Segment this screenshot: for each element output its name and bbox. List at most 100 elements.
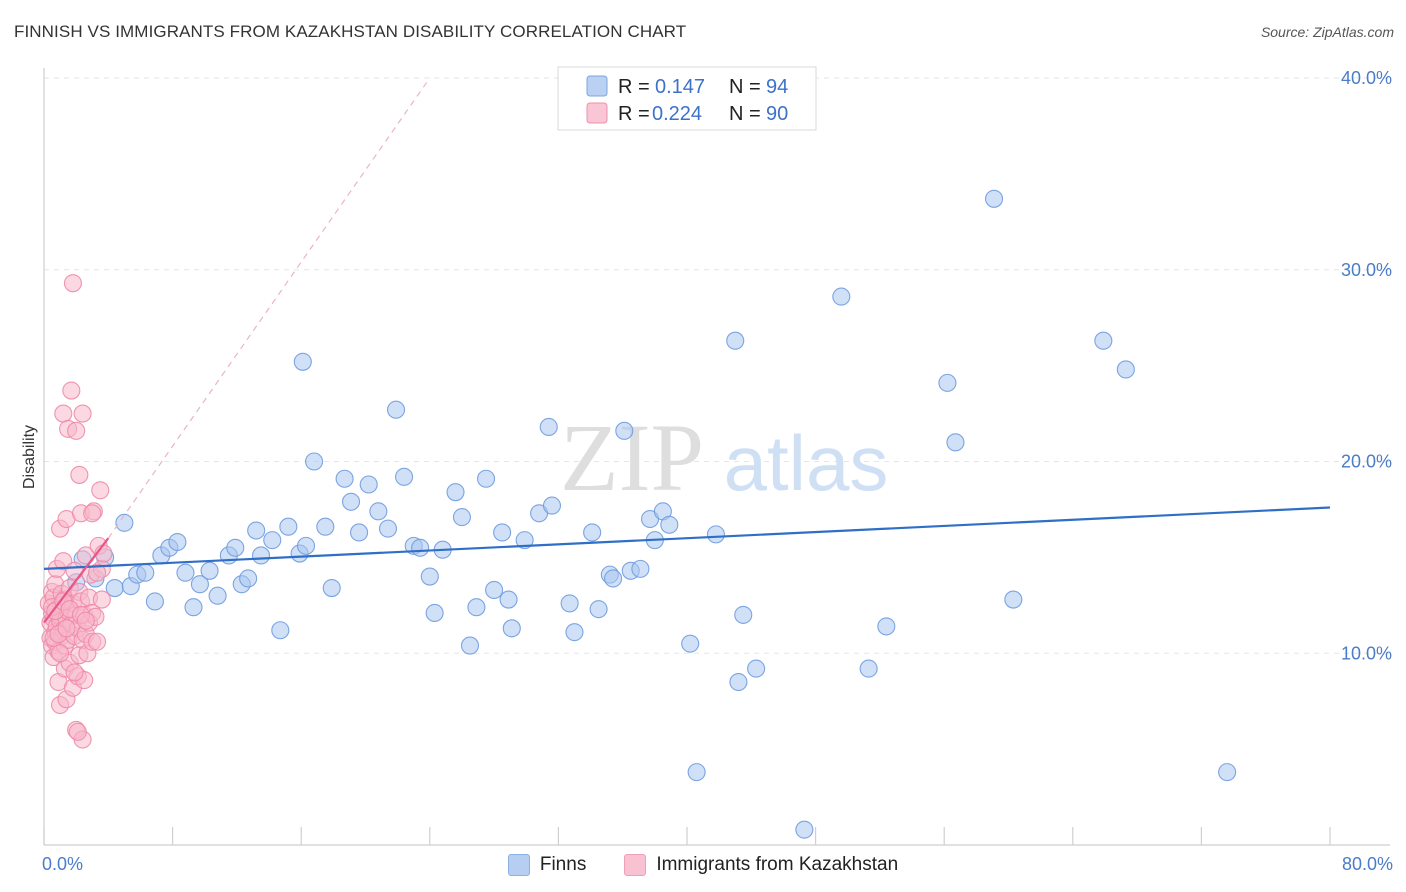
kazakhstan-point — [70, 465, 89, 484]
tick-labels: 10.0% 20.0% 30.0% 40.0% 0.0% 80.0% — [42, 68, 1393, 874]
source-label: Source: ZipAtlas.com — [1260, 24, 1394, 40]
finns-point — [515, 531, 534, 550]
finns-point — [604, 569, 623, 588]
series-legend: Finns Immigrants from Kazakhstan — [0, 850, 1406, 880]
finns-point — [687, 763, 706, 782]
finns-point — [706, 525, 725, 544]
finns-point — [369, 502, 388, 521]
finns-point — [271, 621, 290, 640]
kazakhstan-point — [83, 504, 102, 523]
x-tick-label: 0.0% — [42, 854, 83, 874]
finns-point — [542, 496, 562, 515]
kazakhstan-point — [51, 644, 70, 663]
finns-point — [168, 532, 187, 552]
finns-point — [208, 586, 227, 605]
finns-point — [350, 523, 369, 542]
finns-point — [239, 569, 258, 588]
finns-point — [477, 469, 496, 488]
finns-point — [446, 483, 465, 502]
legend-label: Finns — [539, 854, 587, 875]
finns-point — [452, 508, 472, 527]
finns-point — [145, 592, 164, 611]
finns-point — [832, 287, 851, 306]
finns-trend-line — [43, 506, 1331, 570]
finns-point — [583, 523, 602, 542]
kazakhstan-trend-extension — [107, 77, 431, 539]
finns-point — [795, 820, 814, 839]
finns-point — [726, 331, 745, 350]
finns-point — [296, 536, 316, 555]
finns-point — [589, 600, 608, 619]
legend-item-finns: Finns — [507, 854, 587, 876]
finns-point — [226, 538, 245, 557]
finns-point — [485, 580, 504, 600]
y-tick-label: 20.0% — [1341, 452, 1392, 472]
kazakhstan-point — [65, 561, 84, 580]
finns-point — [1116, 360, 1135, 379]
finns-point — [378, 519, 398, 538]
finns-point — [293, 352, 312, 371]
trend-lines — [43, 77, 1331, 624]
finns-point — [247, 521, 266, 540]
finns-point — [984, 189, 1004, 208]
x-tick-label: 80.0% — [1342, 854, 1393, 874]
finns-point — [115, 513, 134, 532]
kazakhstan-point — [62, 381, 81, 400]
kazakhstan-point — [87, 632, 107, 651]
finns-point — [386, 400, 406, 419]
y-tick-label: 30.0% — [1341, 260, 1392, 280]
kazakhstan-point — [91, 481, 110, 500]
watermark-atlas: atlas — [724, 419, 889, 507]
chart-title: FINNISH VS IMMIGRANTS FROM KAZAKHSTAN DI… — [14, 22, 687, 41]
finns-point — [184, 598, 203, 617]
finns-point — [493, 523, 512, 542]
legend-n-label: N = — [729, 103, 761, 125]
kazakhstan-point — [67, 421, 86, 440]
y-tick-label: 10.0% — [1341, 643, 1392, 663]
kazakhstan-trend-line — [43, 537, 110, 624]
legend-r-value: 0.224 — [652, 103, 702, 125]
legend-swatch — [507, 854, 530, 876]
correlation-legend: R = 0.147 N = 94 R = 0.224 N = 90 — [557, 66, 817, 131]
legend-r-value: 0.147 — [655, 76, 705, 98]
finns-point — [420, 567, 439, 586]
legend-swatch-finns — [586, 75, 608, 97]
finns-point — [359, 475, 378, 494]
finns-point — [946, 433, 965, 452]
finns-point — [859, 659, 878, 678]
kazakhstan-point — [57, 619, 76, 638]
finns-point — [316, 517, 335, 536]
finns-point — [411, 538, 430, 557]
legend-n-label: N = — [729, 76, 761, 98]
finns-point — [1094, 331, 1113, 350]
finns-point — [565, 623, 584, 642]
finns-point — [681, 634, 700, 653]
finns-point — [660, 515, 679, 534]
finns-point — [200, 561, 219, 580]
legend-r-label: R = — [618, 103, 650, 125]
legend-r-label: R = — [618, 76, 650, 98]
finns-point — [499, 590, 518, 609]
finns-point — [335, 469, 354, 488]
legend-swatch-kazakhstan — [586, 102, 608, 124]
finns-point — [190, 575, 209, 594]
legend-swatch — [624, 854, 647, 876]
finns-point — [502, 619, 521, 638]
finns-point — [251, 546, 271, 565]
finns-point — [734, 605, 753, 624]
finns-point — [1218, 763, 1237, 782]
legend-item-kazakhstan: Immigrants from Kazakhstan — [624, 854, 898, 876]
finns-point — [263, 531, 282, 550]
watermark-zip: ZIP — [560, 404, 704, 511]
finns-point — [1004, 590, 1023, 609]
axes — [43, 68, 1390, 846]
y-tick-label: 40.0% — [1341, 68, 1392, 88]
finns-point — [938, 373, 957, 392]
kazakhstan-point — [65, 663, 84, 682]
finns-point — [615, 421, 634, 440]
legend-n-value: 90 — [766, 103, 788, 125]
finns-point — [322, 579, 341, 598]
finns-point — [631, 559, 650, 578]
y-axis-label: Disability — [21, 425, 38, 489]
